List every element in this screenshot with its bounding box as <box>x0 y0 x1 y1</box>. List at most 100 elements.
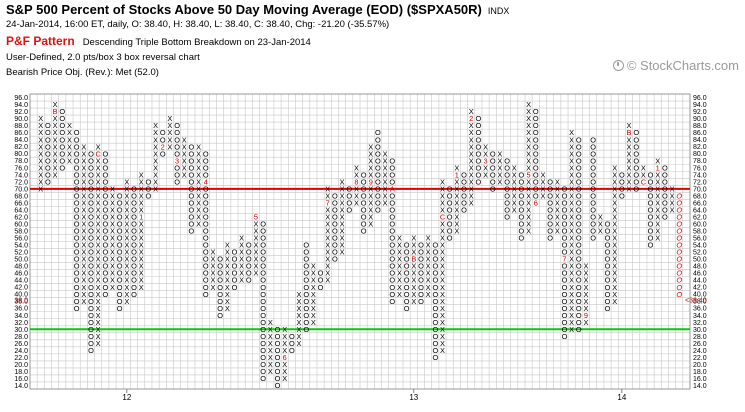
x-box: X <box>612 184 617 193</box>
x-box: X <box>440 248 445 257</box>
y-tick-label: 34.0 <box>14 313 28 320</box>
x-box: X <box>239 241 244 250</box>
o-box: O <box>289 332 295 341</box>
o-box: O <box>102 149 108 158</box>
x-box: X <box>81 142 86 151</box>
x-box: X <box>196 184 201 193</box>
x-box: X <box>153 121 158 130</box>
x-box: X <box>53 156 58 165</box>
o-box: O <box>533 107 539 116</box>
o-box: O <box>361 205 367 214</box>
x-box: X <box>627 177 632 186</box>
o-box: O <box>605 248 611 257</box>
o-box: O <box>676 191 682 200</box>
x-box: X <box>612 213 617 222</box>
x-box: X <box>340 177 345 186</box>
x-box: X <box>598 213 603 222</box>
o-box: O <box>88 177 94 186</box>
o-box: O <box>88 184 94 193</box>
x-box: X <box>440 297 445 306</box>
o-box: O <box>418 283 424 292</box>
x-box: X <box>440 290 445 299</box>
o-box: O <box>619 184 625 193</box>
o-box: O <box>260 262 266 271</box>
x-box: X <box>526 114 531 123</box>
o-box: O <box>275 374 281 383</box>
x-box: X <box>612 276 617 285</box>
o-box: O <box>145 184 151 193</box>
o-box: O <box>375 163 381 172</box>
x-box: X <box>110 184 115 193</box>
y-tick-label: 60.0 <box>693 221 707 228</box>
x-box: X <box>368 191 373 200</box>
x-box: X <box>569 191 574 200</box>
x-box: X <box>282 332 287 341</box>
x-box: X <box>397 255 402 264</box>
o-box: O <box>633 156 639 165</box>
x-box: X <box>469 142 474 151</box>
o-box: O <box>375 156 381 165</box>
x-box: X <box>153 156 158 165</box>
x-box: X <box>584 304 589 313</box>
o-box: O <box>404 304 410 313</box>
o-box: O <box>504 213 510 222</box>
o-box: O <box>74 220 80 229</box>
x-box: X <box>81 205 86 214</box>
o-box: O <box>676 227 682 236</box>
o-box: O <box>648 205 654 214</box>
y-tick-label: 82.0 <box>693 144 707 151</box>
x-box: X <box>368 220 373 229</box>
o-box: O <box>432 290 438 299</box>
x-box: X <box>81 283 86 292</box>
o-box: O <box>332 255 338 264</box>
o-box: O <box>562 318 568 327</box>
y-tick-label: 32.0 <box>693 320 707 327</box>
o-box: O <box>203 234 209 243</box>
x-box: X <box>469 163 474 172</box>
o-box: O <box>275 381 281 390</box>
x-box: X <box>340 213 345 222</box>
o-box: O <box>74 241 80 250</box>
x-box: X <box>297 311 302 320</box>
o-box: O <box>117 248 123 257</box>
month-marker: 3 <box>175 156 179 165</box>
x-box: X <box>569 156 574 165</box>
y-tick-label: 74.0 <box>693 172 707 179</box>
x-box: X <box>569 227 574 236</box>
x-box: X <box>440 241 445 250</box>
o-box: O <box>74 255 80 264</box>
x-tick-label: 13 <box>409 393 418 402</box>
x-box: X <box>526 121 531 130</box>
x-box: X <box>139 276 144 285</box>
symbol-exchange: INDX <box>487 6 510 16</box>
o-box: O <box>562 276 568 285</box>
y-tick-label: 58.0 <box>14 228 28 235</box>
o-box: O <box>432 353 438 362</box>
o-box: O <box>45 170 51 179</box>
x-box: X <box>483 163 488 172</box>
y-tick-label: 44.0 <box>693 278 707 285</box>
y-tick-label: 70.0 <box>693 186 707 193</box>
x-box: X <box>124 177 129 186</box>
x-box: X <box>497 177 502 186</box>
o-box: O <box>361 198 367 207</box>
x-box: X <box>627 156 632 165</box>
o-box: O <box>260 290 266 299</box>
y-tick-label: 88.0 <box>693 123 707 130</box>
x-box: X <box>196 220 201 229</box>
o-box: O <box>490 156 496 165</box>
x-box: X <box>225 297 230 306</box>
o-box: O <box>562 262 568 271</box>
y-tick-label: 94.0 <box>14 102 28 109</box>
x-box: X <box>440 318 445 327</box>
month-marker: 4 <box>204 177 208 186</box>
x-box: X <box>67 135 72 144</box>
x-box: X <box>411 262 416 271</box>
o-box: O <box>576 325 582 334</box>
month-marker: 6 <box>534 198 538 207</box>
